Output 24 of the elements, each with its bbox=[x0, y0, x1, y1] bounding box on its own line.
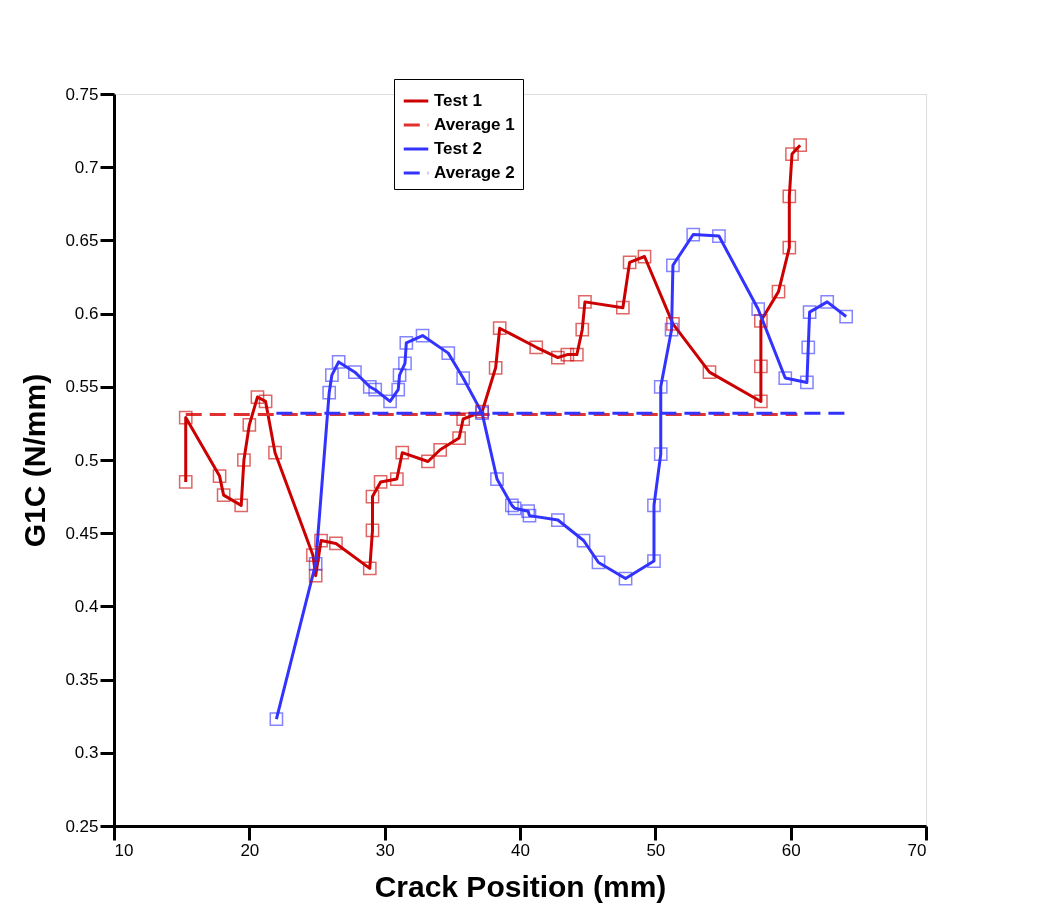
legend-label: Test 2 bbox=[434, 139, 482, 158]
x-tick-label: 50 bbox=[646, 840, 666, 860]
x-tick-label: 20 bbox=[240, 840, 260, 860]
y-tick-label: 0.35 bbox=[65, 670, 99, 690]
y-tick-label: 0.75 bbox=[65, 84, 99, 104]
y-axis-title: G1C (N/mm) bbox=[18, 373, 52, 548]
y-tick-label: 0.4 bbox=[74, 596, 99, 616]
x-tick-label: 30 bbox=[375, 840, 395, 860]
x-tick-label: 70 bbox=[907, 840, 927, 860]
x-tick-label: 60 bbox=[781, 840, 801, 860]
y-tick-label: 0.5 bbox=[74, 450, 99, 470]
x-tick-label: 10 bbox=[114, 840, 134, 860]
y-tick-label: 0.25 bbox=[65, 816, 99, 836]
y-tick-label: 0.65 bbox=[65, 230, 99, 250]
y-tick-label: 0.45 bbox=[65, 523, 99, 543]
y-tick-label: 0.55 bbox=[65, 377, 99, 397]
x-axis-title: Crack Position (mm) bbox=[374, 869, 667, 903]
y-tick-label: 0.6 bbox=[74, 304, 99, 324]
legend-label: Average 1 bbox=[434, 115, 515, 134]
legend-label: Test 1 bbox=[434, 91, 482, 110]
x-tick-label: 40 bbox=[511, 840, 530, 860]
legend-label: Average 2 bbox=[434, 163, 515, 182]
y-tick-label: 0.3 bbox=[74, 743, 99, 763]
y-tick-label: 0.7 bbox=[74, 157, 99, 177]
